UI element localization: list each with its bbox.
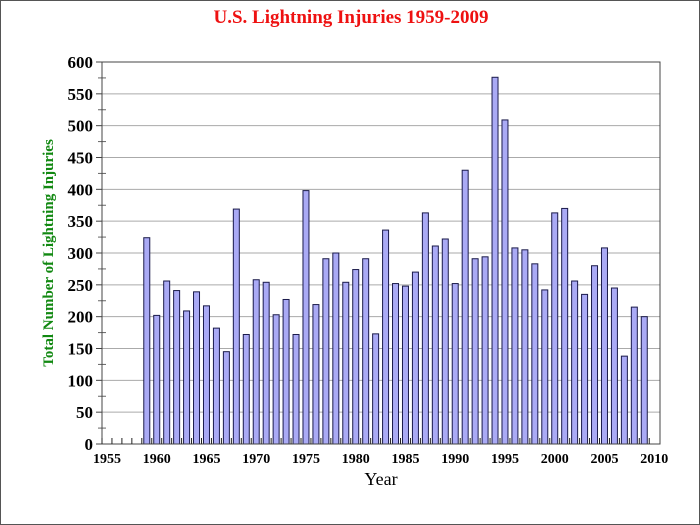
x-tick-label: 2000 — [541, 452, 569, 467]
bars — [143, 76, 648, 445]
x-tick-label: 1960 — [143, 452, 171, 467]
bar-1988 — [431, 245, 439, 445]
bar-2005 — [600, 247, 608, 445]
bar-2006 — [610, 287, 618, 445]
bar-1980 — [352, 269, 360, 445]
x-tick-label: 1965 — [193, 452, 221, 467]
bar-1993 — [481, 256, 489, 445]
bar-1976 — [312, 304, 320, 445]
bar-2002 — [571, 280, 579, 445]
bar-1963 — [183, 310, 191, 445]
bar-1997 — [521, 249, 529, 445]
bar-1970 — [252, 279, 260, 445]
bar-1987 — [421, 212, 429, 445]
y-tick-label: 0 — [85, 435, 94, 454]
y-axis-label: Total Number of Lightning Injuries — [41, 139, 57, 367]
bar-1983 — [382, 229, 390, 445]
bar-1994 — [491, 76, 499, 445]
y-tick-label: 400 — [68, 180, 94, 199]
y-tick-labels: 0 50 100 150 200 250 300 350 400 450 500 550 600 — [68, 53, 94, 454]
bar-2003 — [581, 293, 589, 445]
bar-1965 — [202, 305, 210, 445]
bar-1962 — [173, 290, 181, 445]
bar-1979 — [342, 281, 350, 445]
x-tick-label: 1985 — [392, 452, 420, 467]
bar-1977 — [322, 258, 330, 445]
y-tick-label: 550 — [68, 85, 94, 104]
y-tick-label: 250 — [68, 276, 94, 295]
bar-1960 — [153, 314, 161, 445]
y-tick-label: 350 — [68, 212, 94, 231]
bar-1972 — [272, 314, 280, 445]
y-tick-label: 100 — [68, 371, 94, 390]
bar-1984 — [392, 283, 400, 445]
bar-1975 — [302, 190, 310, 445]
bar-1991 — [461, 169, 469, 445]
x-tick-label: 1980 — [342, 452, 370, 467]
bar-2004 — [591, 265, 599, 445]
bar-1964 — [193, 291, 201, 445]
bar-1967 — [222, 351, 230, 445]
bar-1985 — [401, 285, 409, 445]
y-tick-label: 200 — [68, 308, 94, 327]
bar-1998 — [531, 263, 539, 445]
bar-1961 — [163, 280, 171, 445]
bar-1982 — [372, 333, 380, 445]
bar-2001 — [561, 207, 569, 445]
bar-1959 — [143, 237, 151, 445]
bar-1995 — [501, 119, 509, 445]
y-tick-label: 50 — [76, 403, 93, 422]
x-tick-labels: 1955 1960 1965 1970 1975 1980 1985 1990 1995 2000… — [93, 452, 668, 467]
y-tick-label: 600 — [68, 53, 94, 72]
bar-1971 — [262, 281, 270, 445]
bar-1989 — [441, 238, 449, 445]
y-tick-label: 450 — [68, 149, 94, 168]
bar-1992 — [471, 258, 479, 445]
bar-1966 — [212, 327, 220, 445]
x-tick-label: 1970 — [242, 452, 270, 467]
y-tick-label: 500 — [68, 117, 94, 136]
bar-1999 — [541, 289, 549, 445]
x-tick-label: 2005 — [591, 452, 619, 467]
x-tick-label: 2010 — [640, 452, 668, 467]
bar-1981 — [362, 258, 370, 445]
bar-1968 — [232, 208, 240, 445]
bar-1996 — [511, 247, 519, 445]
bar-1986 — [411, 271, 419, 445]
bar-2000 — [551, 212, 559, 445]
x-tick-label: 1955 — [93, 452, 121, 467]
chart-title: U.S. Lightning Injuries 1959-2009 — [213, 7, 489, 28]
x-tick-label: 1995 — [491, 452, 519, 467]
axes — [96, 61, 661, 445]
bar-1990 — [451, 283, 459, 445]
bar-1973 — [282, 298, 290, 445]
bar-2008 — [630, 306, 638, 445]
bar-1978 — [332, 252, 340, 445]
bar-1969 — [242, 333, 250, 445]
x-axis-label: Year — [364, 469, 397, 489]
x-tick-label: 1975 — [292, 452, 320, 467]
bar-2007 — [620, 355, 628, 445]
y-tick-label: 150 — [68, 340, 94, 359]
bar-1974 — [292, 333, 300, 445]
y-tick-label: 300 — [68, 244, 94, 263]
x-tick-label: 1990 — [441, 452, 469, 467]
bar-2009 — [640, 316, 648, 445]
